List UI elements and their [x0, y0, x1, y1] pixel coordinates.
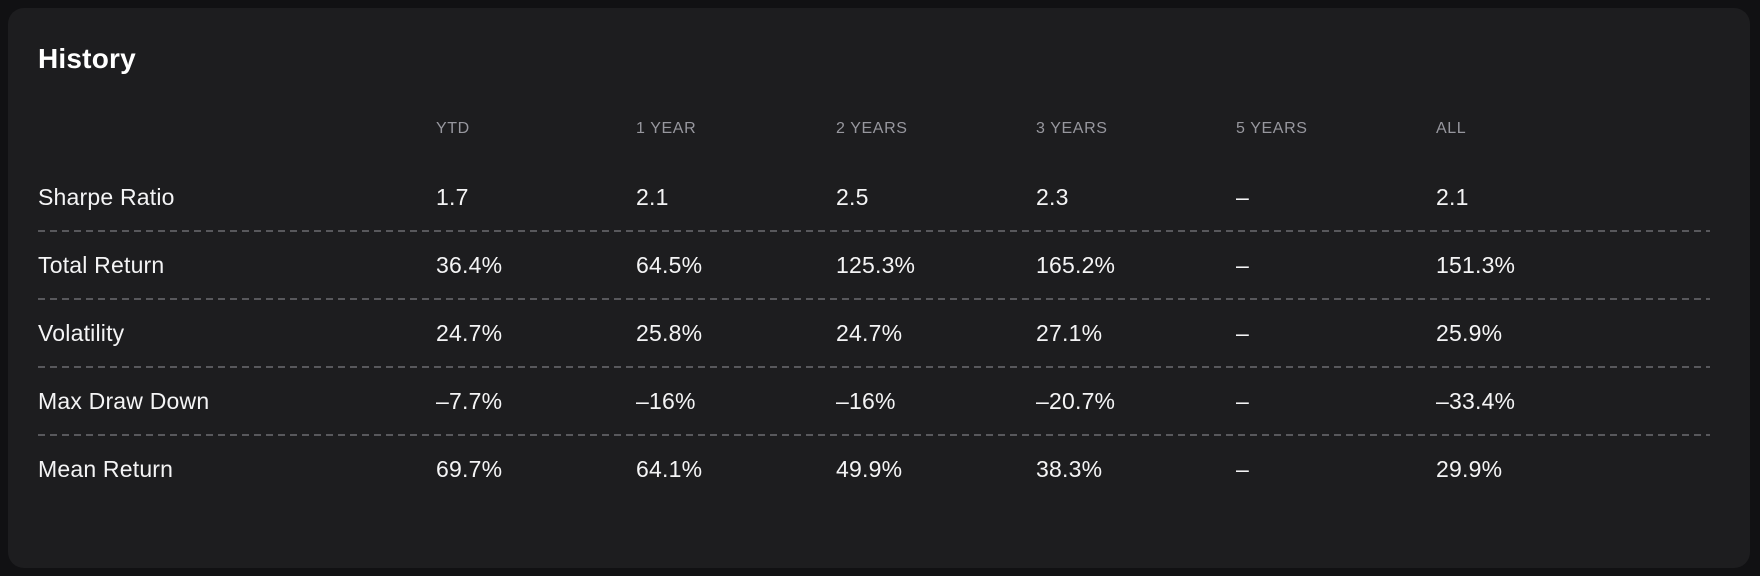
row-separator: [38, 230, 1710, 232]
value-cell: 1.7: [436, 183, 469, 210]
column-header-1-year: 1 YEAR: [636, 120, 697, 137]
value-cell: 49.9%: [836, 455, 903, 482]
column-header-2-years: 2 YEARS: [836, 120, 908, 137]
row-separator: [38, 298, 1710, 300]
card-title: History: [38, 43, 136, 74]
value-cell: –: [1236, 455, 1249, 482]
value-cell: 64.1%: [636, 455, 703, 482]
value-cell: 29.9%: [1436, 455, 1503, 482]
value-cell: 69.7%: [436, 455, 503, 482]
value-cell: –: [1236, 183, 1249, 210]
value-cell: 151.3%: [1436, 251, 1516, 278]
value-cell: 27.1%: [1036, 319, 1103, 346]
value-cell: 2.5: [836, 183, 869, 210]
row-label: Total Return: [38, 251, 165, 278]
value-cell: –33.4%: [1436, 387, 1516, 414]
value-cell: 165.2%: [1036, 251, 1116, 278]
value-cell: 24.7%: [436, 319, 503, 346]
value-cell: –16%: [836, 387, 896, 414]
value-cell: 2.1: [1436, 183, 1469, 210]
value-cell: –7.7%: [436, 387, 503, 414]
value-cell: 125.3%: [836, 251, 916, 278]
column-header-5-years: 5 YEARS: [1236, 120, 1308, 137]
row-label: Volatility: [38, 319, 125, 346]
value-cell: 38.3%: [1036, 455, 1103, 482]
value-cell: 64.5%: [636, 251, 703, 278]
value-cell: 36.4%: [436, 251, 503, 278]
row-label: Sharpe Ratio: [38, 183, 175, 210]
column-header-all: ALL: [1436, 120, 1467, 137]
table-row-sharpe-ratio: Sharpe Ratio 1.7 2.1 2.5 2.3 – 2.1: [38, 164, 1710, 230]
value-cell: –: [1236, 251, 1249, 278]
value-cell: 25.9%: [1436, 319, 1503, 346]
table-row-total-return: Total Return 36.4% 64.5% 125.3% 165.2% –…: [38, 232, 1710, 298]
value-cell: 25.8%: [636, 319, 703, 346]
value-cell: 2.1: [636, 183, 669, 210]
value-cell: 24.7%: [836, 319, 903, 346]
row-label: Mean Return: [38, 455, 174, 482]
history-table: YTD 1 YEAR 2 YEARS 3 YEARS 5 YEARS ALL S…: [38, 76, 1710, 502]
table-row-mean-return: Mean Return 69.7% 64.1% 49.9% 38.3% – 29…: [38, 436, 1710, 502]
value-cell: 2.3: [1036, 183, 1069, 210]
column-header-3-years: 3 YEARS: [1036, 120, 1108, 137]
table-row-volatility: Volatility 24.7% 25.8% 24.7% 27.1% – 25.…: [38, 300, 1710, 366]
value-cell: –: [1236, 319, 1249, 346]
row-label: Max Draw Down: [38, 387, 210, 414]
row-separator: [38, 434, 1710, 436]
value-cell: –20.7%: [1036, 387, 1116, 414]
value-cell: –16%: [636, 387, 696, 414]
table-row-max-draw-down: Max Draw Down –7.7% –16% –16% –20.7% – –…: [38, 368, 1710, 434]
column-header-ytd: YTD: [436, 120, 470, 137]
history-card: History YTD 1 YEAR 2 YEARS 3 YEARS 5 YEA…: [8, 8, 1750, 568]
table-header-row: YTD 1 YEAR 2 YEARS 3 YEARS 5 YEARS ALL: [38, 76, 1710, 164]
value-cell: –: [1236, 387, 1249, 414]
row-separator: [38, 366, 1710, 368]
